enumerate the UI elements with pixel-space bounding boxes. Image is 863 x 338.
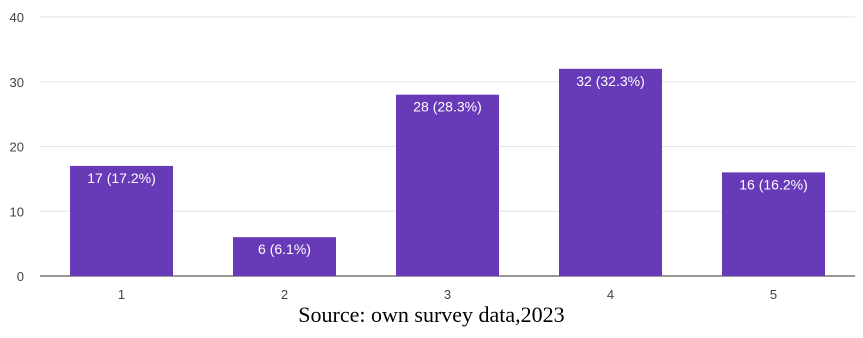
bar-2 bbox=[233, 237, 336, 276]
y-tick-label-20: 20 bbox=[10, 140, 24, 155]
data-label-3: 28 (28.3%) bbox=[413, 99, 481, 115]
x-tick-label-2: 2 bbox=[281, 287, 288, 300]
data-label-4: 32 (32.3%) bbox=[576, 73, 644, 89]
bar-5 bbox=[722, 172, 825, 276]
bar-1 bbox=[70, 165, 173, 276]
x-tick-label-1: 1 bbox=[118, 287, 125, 300]
data-label-2: 6 (6.1%) bbox=[258, 241, 311, 257]
bars bbox=[70, 68, 825, 276]
y-axis-ticks: 0 10 20 30 40 bbox=[10, 10, 24, 284]
y-tick-label-30: 30 bbox=[10, 75, 24, 90]
x-tick-label-4: 4 bbox=[607, 287, 614, 300]
bar-4 bbox=[559, 68, 662, 276]
x-axis-ticks: 1 2 3 4 5 bbox=[118, 287, 777, 300]
data-label-5: 16 (16.2%) bbox=[739, 176, 807, 192]
x-tick-label-3: 3 bbox=[444, 287, 451, 300]
data-labels: 17 (17.2%) 6 (6.1%) 28 (28.3%) 32 (32.3%) 16… bbox=[87, 73, 807, 257]
y-tick-label-40: 40 bbox=[10, 10, 24, 25]
x-tick-label-5: 5 bbox=[770, 287, 777, 300]
source-caption: Source: own survey data,2023 bbox=[298, 302, 565, 327]
data-label-1: 17 (17.2%) bbox=[87, 170, 155, 186]
y-tick-label-0: 0 bbox=[17, 269, 24, 284]
bar-3 bbox=[396, 94, 499, 276]
y-tick-label-10: 10 bbox=[10, 204, 24, 219]
